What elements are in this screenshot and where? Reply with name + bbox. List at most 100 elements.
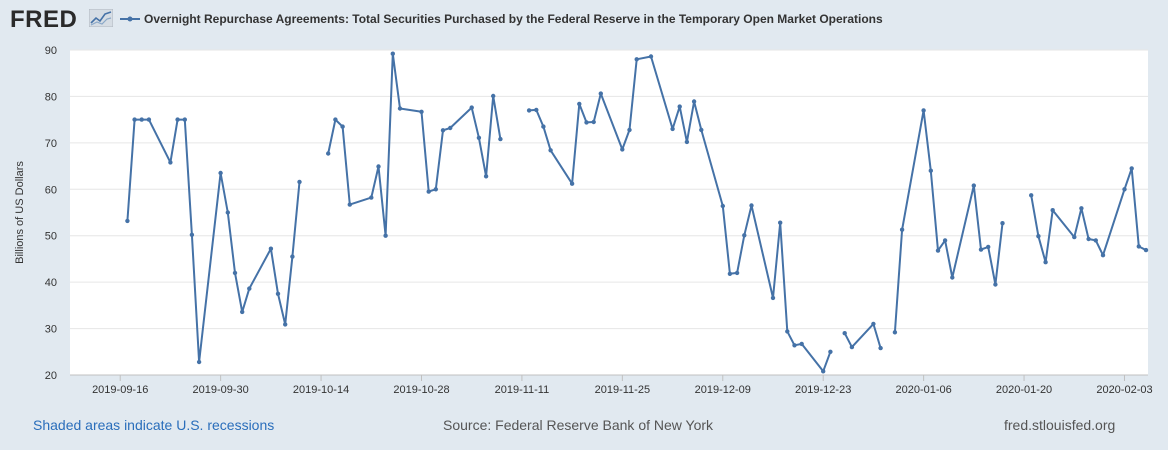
data-point[interactable]: [476, 135, 482, 140]
data-point[interactable]: [569, 181, 575, 186]
data-point[interactable]: [175, 117, 180, 122]
data-point[interactable]: [878, 345, 883, 351]
data-point[interactable]: [892, 330, 898, 335]
data-point[interactable]: [369, 195, 374, 200]
data-point[interactable]: [347, 202, 352, 207]
data-point[interactable]: [426, 189, 431, 194]
data-point[interactable]: [1129, 166, 1134, 171]
data-point[interactable]: [189, 232, 195, 237]
data-point[interactable]: [483, 174, 489, 179]
data-point[interactable]: [699, 127, 704, 133]
data-point[interactable]: [333, 117, 338, 122]
data-point[interactable]: [146, 117, 152, 122]
data-point[interactable]: [1079, 206, 1084, 211]
data-point[interactable]: [627, 127, 632, 133]
data-point[interactable]: [1036, 234, 1041, 239]
data-point[interactable]: [828, 349, 833, 354]
data-point[interactable]: [1072, 234, 1077, 240]
data-point[interactable]: [978, 247, 984, 252]
data-point[interactable]: [598, 91, 603, 96]
data-point[interactable]: [390, 51, 395, 56]
data-point[interactable]: [577, 101, 582, 107]
data-point[interactable]: [770, 295, 776, 301]
data-point[interactable]: [290, 254, 295, 259]
data-point[interactable]: [734, 270, 740, 276]
data-point[interactable]: [541, 124, 546, 129]
data-point[interactable]: [591, 119, 596, 125]
data-point[interactable]: [534, 107, 539, 113]
data-point[interactable]: [1093, 238, 1099, 243]
data-point[interactable]: [1050, 208, 1055, 213]
data-point[interactable]: [942, 238, 948, 243]
data-point[interactable]: [785, 329, 790, 334]
data-point[interactable]: [376, 164, 381, 169]
data-point[interactable]: [498, 136, 503, 142]
data-point[interactable]: [648, 54, 654, 59]
fred-logo[interactable]: FRED: [10, 6, 78, 33]
data-point[interactable]: [727, 271, 733, 276]
data-point[interactable]: [749, 203, 754, 208]
data-point[interactable]: [383, 233, 388, 238]
data-point[interactable]: [935, 248, 941, 253]
data-point[interactable]: [849, 344, 855, 350]
data-point[interactable]: [928, 168, 933, 173]
data-point[interactable]: [297, 179, 302, 185]
data-point[interactable]: [584, 120, 589, 125]
data-point[interactable]: [742, 233, 747, 238]
data-point[interactable]: [1086, 236, 1091, 242]
data-point[interactable]: [871, 321, 876, 327]
data-point[interactable]: [1143, 247, 1149, 253]
data-point[interactable]: [268, 246, 274, 251]
data-point[interactable]: [691, 99, 697, 104]
data-point[interactable]: [397, 106, 403, 111]
data-point[interactable]: [634, 57, 639, 62]
data-point[interactable]: [491, 93, 496, 99]
data-point[interactable]: [1043, 260, 1048, 265]
data-point[interactable]: [842, 331, 847, 336]
data-point[interactable]: [275, 291, 281, 296]
line-chart[interactable]: 20 30 40 50 60 70 80 90 2019-09-16 2019-09-30 2019…: [0, 38, 1168, 408]
data-point[interactable]: [670, 126, 675, 132]
data-point[interactable]: [684, 139, 690, 145]
data-point[interactable]: [283, 322, 288, 327]
data-point[interactable]: [526, 108, 532, 113]
data-point[interactable]: [971, 183, 976, 188]
data-point[interactable]: [196, 359, 202, 365]
data-point[interactable]: [240, 309, 245, 315]
data-point[interactable]: [677, 104, 682, 109]
data-point[interactable]: [232, 270, 238, 276]
data-point[interactable]: [792, 343, 797, 348]
data-point[interactable]: [132, 117, 137, 122]
data-point[interactable]: [950, 275, 955, 280]
data-point[interactable]: [326, 151, 331, 156]
data-point[interactable]: [1029, 193, 1034, 198]
data-point[interactable]: [440, 128, 446, 133]
data-point[interactable]: [548, 148, 553, 153]
chart-legend[interactable]: Overnight Repurchase Agreements: Total S…: [120, 12, 883, 26]
data-point[interactable]: [247, 286, 252, 291]
data-point[interactable]: [433, 187, 438, 192]
data-point[interactable]: [799, 341, 804, 347]
data-point[interactable]: [448, 125, 453, 131]
data-point[interactable]: [340, 124, 345, 129]
data-point[interactable]: [778, 220, 783, 225]
data-point[interactable]: [1100, 253, 1106, 258]
data-point[interactable]: [921, 108, 926, 113]
data-point[interactable]: [1136, 244, 1142, 249]
data-point[interactable]: [899, 227, 905, 232]
data-point[interactable]: [986, 244, 991, 250]
data-point[interactable]: [419, 109, 424, 115]
data-point[interactable]: [720, 203, 725, 209]
data-point[interactable]: [168, 160, 173, 165]
data-point[interactable]: [225, 210, 230, 215]
data-point[interactable]: [125, 218, 130, 224]
data-point[interactable]: [469, 105, 474, 110]
data-point[interactable]: [1000, 221, 1005, 226]
data-point[interactable]: [139, 117, 144, 122]
data-point[interactable]: [218, 170, 223, 176]
data-point[interactable]: [620, 147, 625, 152]
recessions-note-link[interactable]: Shaded areas indicate U.S. recessions: [33, 417, 275, 433]
data-point[interactable]: [993, 282, 998, 287]
data-point[interactable]: [182, 117, 187, 122]
data-point[interactable]: [821, 369, 826, 374]
